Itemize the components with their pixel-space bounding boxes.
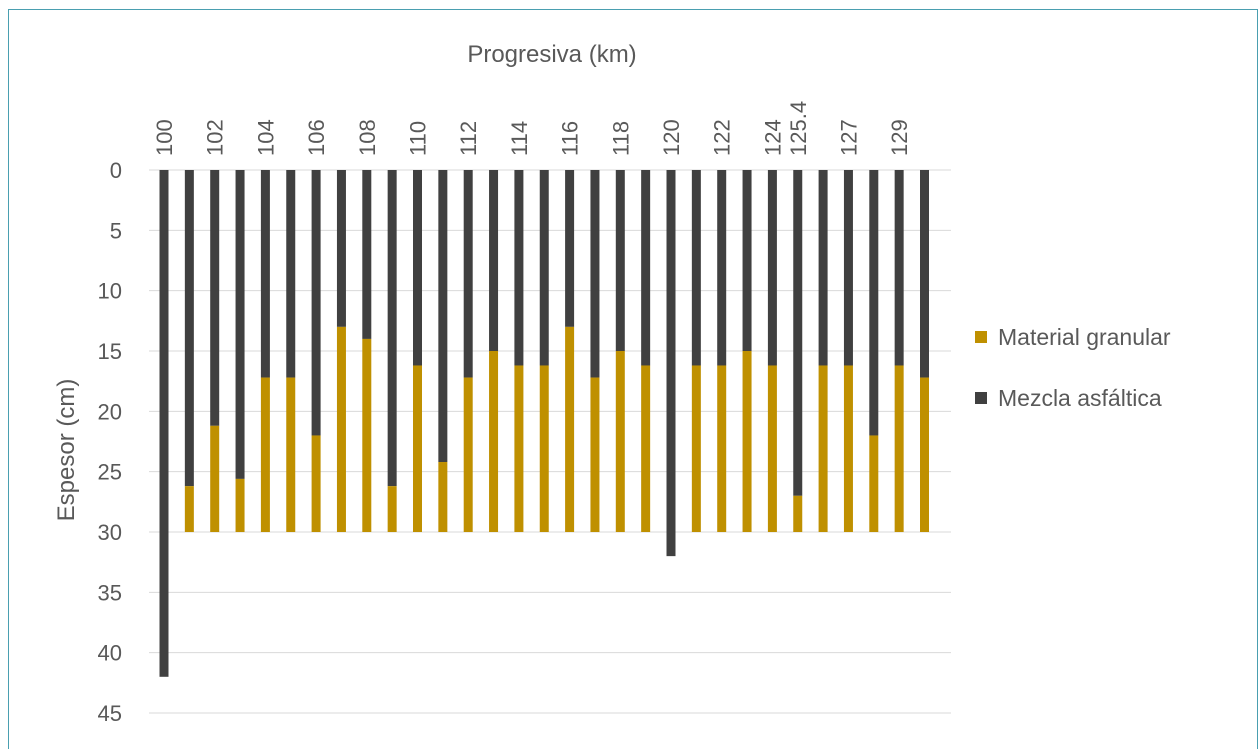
bar-mezcla-asfaltica bbox=[336, 170, 346, 327]
x-tick-label-120: 120 bbox=[659, 119, 684, 156]
bar-material-granular bbox=[565, 326, 575, 532]
bar-material-granular bbox=[336, 326, 346, 532]
bar-material-granular bbox=[311, 435, 321, 532]
y-tick-label-35: 35 bbox=[98, 580, 122, 605]
x-tick-label-102: 102 bbox=[203, 119, 228, 156]
bar-material-granular bbox=[184, 486, 194, 532]
bar-mezcla-asfaltica bbox=[184, 170, 194, 487]
bar-material-granular bbox=[489, 351, 499, 532]
bar-mezcla-asfaltica bbox=[767, 170, 777, 366]
x-tick-label-108: 108 bbox=[355, 119, 380, 156]
legend-label-material-granular: Material granular bbox=[998, 324, 1171, 350]
bar-material-granular bbox=[413, 365, 422, 532]
bar-mezcla-asfaltica bbox=[210, 170, 220, 426]
bar-mezcla-asfaltica bbox=[666, 170, 676, 557]
bar-material-granular bbox=[362, 338, 372, 532]
x-tick-label-104: 104 bbox=[253, 119, 278, 156]
y-tick-label-0: 0 bbox=[110, 158, 122, 183]
bar-mezcla-asfaltica bbox=[894, 170, 904, 366]
x-tick-label-106: 106 bbox=[304, 119, 329, 156]
bar-material-granular bbox=[539, 365, 549, 532]
legend-swatch-mezcla-asfaltica bbox=[975, 392, 987, 404]
x-axis-title: Progresiva (km) bbox=[467, 41, 636, 68]
x-tick-label-100: 100 bbox=[152, 119, 177, 156]
x-tick-label-129: 129 bbox=[887, 119, 912, 156]
bar-material-granular bbox=[843, 365, 853, 532]
y-tick-label-5: 5 bbox=[110, 218, 122, 243]
y-tick-label-25: 25 bbox=[98, 460, 122, 485]
legend-label-mezcla-asfaltica: Mezcla asfáltica bbox=[998, 385, 1162, 411]
bar-mezcla-asfaltica bbox=[235, 170, 245, 479]
x-tick-label-122: 122 bbox=[710, 119, 735, 156]
bar-mezcla-asfaltica bbox=[362, 170, 372, 339]
bar-mezcla-asfaltica bbox=[742, 170, 752, 351]
x-tick-label-125-4: 125.4 bbox=[786, 101, 811, 156]
grid-lines bbox=[149, 169, 951, 714]
bar-mezcla-asfaltica bbox=[286, 170, 296, 378]
y-axis-title: Espesor (cm) bbox=[53, 379, 80, 522]
bar-mezcla-asfaltica bbox=[869, 170, 879, 436]
bar-mezcla-asfaltica bbox=[311, 170, 321, 436]
bar-mezcla-asfaltica bbox=[159, 170, 169, 677]
bar-mezcla-asfaltica bbox=[615, 170, 625, 351]
y-tick-label-20: 20 bbox=[98, 399, 122, 424]
bar-mezcla-asfaltica bbox=[793, 170, 803, 496]
bar-material-granular bbox=[742, 351, 752, 532]
bar-material-granular bbox=[920, 377, 929, 532]
legend: Material granular Mezcla asfáltica bbox=[975, 324, 1171, 411]
bar-material-granular bbox=[793, 495, 803, 532]
bar-material-granular bbox=[463, 377, 473, 532]
bar-material-granular bbox=[615, 351, 625, 532]
bar-material-granular bbox=[818, 365, 828, 532]
bar-mezcla-asfaltica bbox=[387, 170, 397, 487]
bar-material-granular bbox=[387, 486, 397, 532]
bar-mezcla-asfaltica bbox=[717, 170, 727, 366]
x-tick-label-116: 116 bbox=[558, 121, 583, 156]
bar-mezcla-asfaltica bbox=[691, 170, 701, 366]
y-tick-label-10: 10 bbox=[98, 279, 122, 304]
bar-mezcla-asfaltica bbox=[641, 170, 651, 366]
x-tick-label-112: 112 bbox=[456, 121, 481, 156]
bar-material-granular bbox=[717, 365, 727, 532]
bars bbox=[159, 170, 929, 677]
y-tick-label-40: 40 bbox=[98, 641, 122, 666]
bar-material-granular bbox=[260, 377, 270, 532]
x-tick-label-127: 127 bbox=[836, 119, 861, 156]
bar-mezcla-asfaltica bbox=[489, 170, 499, 351]
x-tick-label-110: 110 bbox=[406, 121, 431, 156]
bar-material-granular bbox=[235, 478, 245, 532]
bar-material-granular bbox=[641, 365, 651, 532]
bar-mezcla-asfaltica bbox=[539, 170, 549, 366]
bar-material-granular bbox=[590, 377, 600, 532]
y-tick-label-15: 15 bbox=[98, 339, 122, 364]
bar-material-granular bbox=[286, 377, 296, 532]
x-tick-labels: 100 102 104 106 108 110 112 114 116 118 120 122 124 1… bbox=[152, 101, 912, 156]
bar-material-granular bbox=[894, 365, 904, 532]
bar-material-granular bbox=[438, 462, 448, 532]
bar-material-granular bbox=[210, 425, 220, 532]
y-tick-label-30: 30 bbox=[98, 520, 122, 545]
chart-frame: 0 5 10 15 20 25 30 35 40 45 100 102 104 106 108 110 112… bbox=[8, 9, 1258, 749]
y-tick-label-45: 45 bbox=[98, 701, 122, 726]
chart-svg: 0 5 10 15 20 25 30 35 40 45 100 102 104 106 108 110 112… bbox=[53, 41, 1171, 726]
bar-mezcla-asfaltica bbox=[818, 170, 828, 366]
bar-material-granular bbox=[514, 365, 524, 532]
bar-mezcla-asfaltica bbox=[413, 170, 422, 366]
bar-material-granular bbox=[691, 365, 701, 532]
bar-mezcla-asfaltica bbox=[590, 170, 600, 378]
bar-mezcla-asfaltica bbox=[565, 170, 575, 327]
bar-mezcla-asfaltica bbox=[514, 170, 524, 366]
legend-swatch-material-granular bbox=[975, 331, 987, 343]
bar-mezcla-asfaltica bbox=[920, 170, 929, 378]
bar-mezcla-asfaltica bbox=[438, 170, 448, 463]
bar-mezcla-asfaltica bbox=[843, 170, 853, 366]
y-tick-labels: 0 5 10 15 20 25 30 35 40 45 bbox=[98, 158, 122, 726]
bar-mezcla-asfaltica bbox=[260, 170, 270, 378]
bar-mezcla-asfaltica bbox=[463, 170, 473, 378]
x-tick-label-124: 124 bbox=[760, 119, 785, 156]
x-tick-label-118: 118 bbox=[608, 121, 633, 156]
bar-material-granular bbox=[767, 365, 777, 532]
x-tick-label-114: 114 bbox=[507, 121, 532, 156]
bar-material-granular bbox=[869, 435, 879, 532]
